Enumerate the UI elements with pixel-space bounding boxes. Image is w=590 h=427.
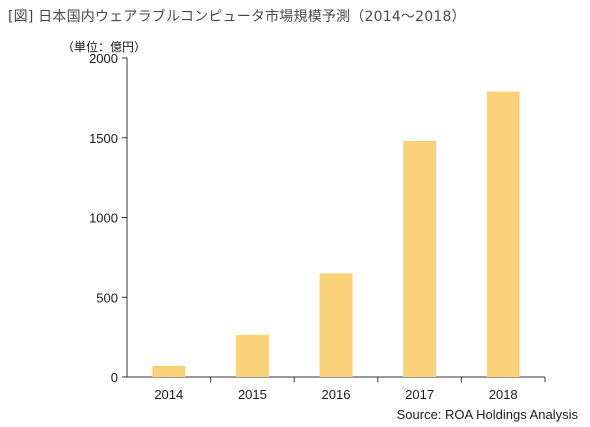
x-tick-label: 2016	[322, 387, 351, 402]
x-tick-label: 2018	[489, 387, 518, 402]
y-tick-label: 2000	[89, 51, 118, 66]
bar-2015	[235, 334, 269, 377]
bar-2014	[152, 365, 186, 377]
bar-2017	[403, 140, 437, 377]
y-tick-label: 0	[111, 370, 118, 385]
x-tick-label: 2015	[238, 387, 267, 402]
bar-2018	[486, 91, 520, 378]
source-note: Source: ROA Holdings Analysis	[396, 407, 578, 422]
x-tick-label: 2017	[405, 387, 434, 402]
y-tick-label: 1000	[89, 211, 118, 226]
y-tick-label: 1500	[89, 131, 118, 146]
x-tick-label: 2014	[154, 387, 183, 402]
unit-label: （単位：億円）	[62, 40, 147, 54]
y-tick-label: 500	[96, 290, 118, 305]
bar-2016	[319, 273, 353, 377]
chart-title: [図] 日本国内ウェアラブルコンピュータ市場規模予測（2014～2018）	[8, 9, 466, 25]
